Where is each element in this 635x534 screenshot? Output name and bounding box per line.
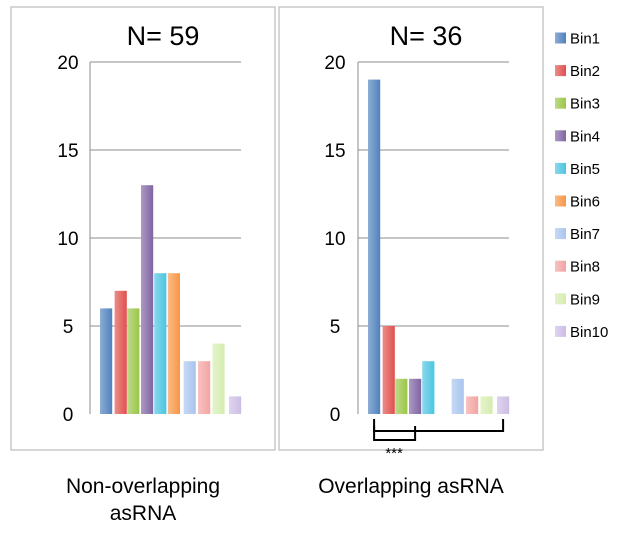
xlabel-overlapping: Overlapping asRNA	[279, 473, 543, 500]
bar-bin1	[368, 79, 381, 414]
legend: Bin1 Bin2 Bin3 Bin4 Bin5 Bin6 Bin7 Bin8 Bin9 Bin1…	[555, 31, 608, 341]
bar-bin9	[480, 396, 493, 414]
xlabel-non-overlapping-line1: Non-overlapping	[65, 475, 221, 498]
y-tick-label: 10	[324, 229, 345, 250]
bar-bin9	[212, 343, 225, 414]
bar-bin7	[183, 361, 196, 414]
legend-swatch	[555, 325, 566, 337]
y-tick-label: 5	[63, 317, 74, 338]
legend-label: Bin3	[570, 96, 600, 113]
chart-title: N= 59	[127, 21, 200, 51]
bar-bin3	[127, 308, 140, 414]
bar-bin2	[382, 326, 395, 414]
xlabel-non-overlapping-line2: asRNA	[109, 502, 177, 525]
y-tick-label: 20	[57, 53, 78, 74]
chart-overlapping: 0 5 10 15 20 N= 36 ***	[324, 21, 510, 462]
bar-bin5	[154, 273, 167, 414]
chart-non-overlapping: 0 5 10 15 20 N= 59	[57, 21, 242, 426]
legend-swatch	[555, 130, 566, 142]
y-tick-label: 15	[57, 141, 78, 162]
legend-label: Bin1	[570, 31, 600, 48]
y-tick-label: 15	[324, 141, 345, 162]
bar-bin2	[114, 290, 127, 414]
panel-right-frame	[278, 6, 544, 451]
legend-swatch	[555, 260, 566, 272]
legend-label: Bin10	[570, 324, 608, 341]
bar-bin7	[451, 378, 464, 414]
legend-label: Bin2	[570, 63, 600, 80]
bar-bin8	[466, 396, 479, 414]
bar-bin10	[229, 396, 242, 414]
bar-bin8	[198, 361, 211, 414]
bar-bin4	[141, 185, 154, 414]
legend-label: Bin7	[570, 226, 600, 243]
legend-label: Bin6	[570, 194, 600, 211]
legend-swatch	[555, 32, 566, 44]
legend-swatch	[555, 97, 566, 109]
bar-bin6	[167, 273, 180, 414]
legend-swatch	[555, 162, 566, 174]
legend-label: Bin9	[570, 291, 600, 308]
y-tick-label: 10	[57, 229, 78, 250]
legend-swatch	[555, 228, 566, 240]
y-tick-label: 20	[324, 53, 345, 74]
y-tick-label: 0	[330, 405, 341, 426]
significance-annotation: ***	[385, 445, 403, 462]
bar-bin5	[422, 361, 435, 414]
significance-bracket-inner	[373, 426, 417, 441]
significance-bracket-outer	[373, 419, 505, 432]
xlabel-non-overlapping: Non-overlapping asRNA	[11, 473, 275, 527]
y-tick-label: 5	[330, 317, 341, 338]
bar-bin1	[100, 308, 113, 414]
y-tick-label: 0	[63, 405, 74, 426]
legend-swatch	[555, 293, 566, 305]
chart-title: N= 36	[390, 21, 463, 51]
bar-bin4	[409, 378, 422, 414]
bar-bin10	[497, 396, 510, 414]
legend-label: Bin5	[570, 161, 600, 178]
legend-swatch	[555, 195, 566, 207]
legend-label: Bin8	[570, 259, 600, 276]
legend-swatch	[555, 65, 566, 77]
bar-bin3	[395, 378, 408, 414]
legend-label: Bin4	[570, 128, 600, 145]
xlabel-overlapping-line1: Overlapping asRNA	[318, 475, 504, 498]
